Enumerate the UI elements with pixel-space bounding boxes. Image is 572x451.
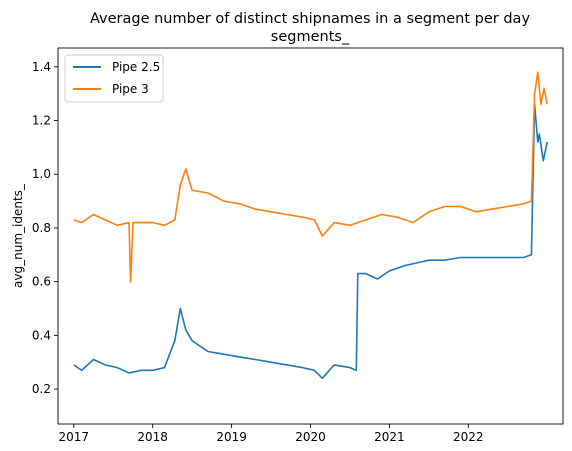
- x-tick-label: 2021: [374, 430, 405, 444]
- x-tick-label: 2020: [295, 430, 326, 444]
- y-tick-label: 1.4: [32, 60, 51, 74]
- y-tick-label: 1.2: [32, 114, 51, 128]
- legend: Pipe 2.5 Pipe 3: [64, 54, 164, 103]
- chart-title: Average number of distinct shipnames in …: [90, 11, 530, 27]
- chart-subtitle: segments_: [271, 29, 350, 45]
- x-tick-label: 2018: [137, 430, 168, 444]
- legend-label-pipe-2-5: Pipe 2.5: [112, 60, 160, 74]
- x-tick-label: 2019: [216, 430, 247, 444]
- series-line-1: [73, 71, 548, 283]
- y-tick-label: 0.6: [32, 275, 51, 289]
- y-tick-label: 1.0: [32, 167, 51, 181]
- y-axis-label: avg_num_idents_: [11, 183, 25, 288]
- legend-label-pipe-3: Pipe 3: [112, 82, 149, 96]
- x-tick-label: 2022: [453, 430, 484, 444]
- series-line-0: [73, 103, 548, 380]
- y-tick-label: 0.8: [32, 221, 51, 235]
- x-axis: 2017 2018 2019 2020 2021 2022: [59, 424, 484, 444]
- y-tick-label: 0.4: [32, 328, 51, 342]
- y-tick-label: 0.2: [32, 382, 51, 396]
- y-axis: 0.2 0.4 0.6 0.8 1.0 1.2 1.4: [32, 60, 58, 396]
- series-layer: [73, 71, 548, 380]
- x-tick-label: 2017: [59, 430, 90, 444]
